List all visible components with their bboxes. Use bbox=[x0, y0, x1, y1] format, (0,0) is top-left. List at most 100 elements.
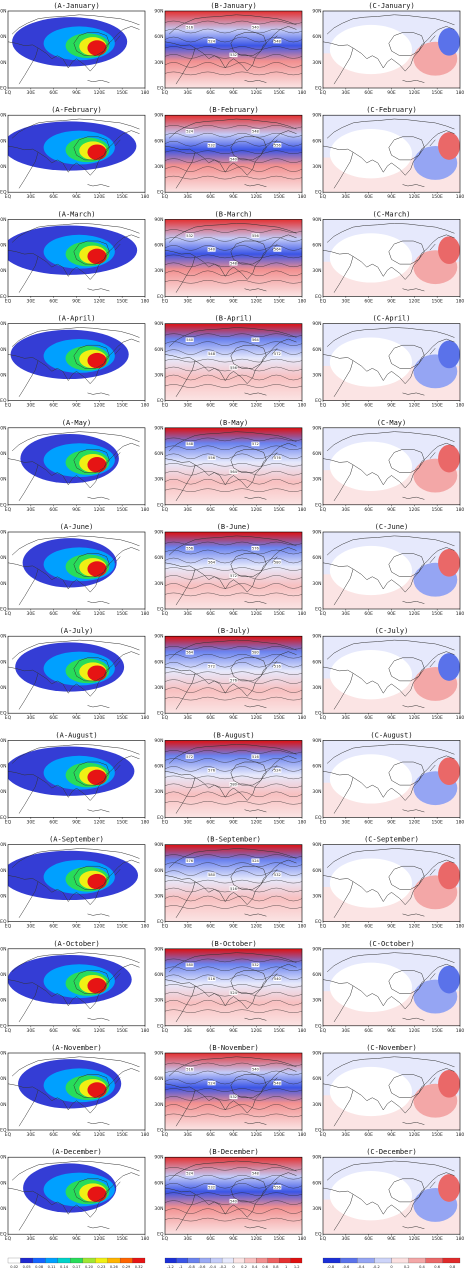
x-tick-label: 90E bbox=[72, 403, 81, 409]
height-contour bbox=[165, 280, 302, 284]
contour-label: 564 bbox=[252, 338, 260, 342]
country-border bbox=[230, 449, 267, 473]
panel-B-january: (B-January) 516 524 532 540 548 EQ 30E 60E 90E 120… bbox=[154, 2, 306, 96]
colorbar-label: -0.8 bbox=[188, 1265, 196, 1269]
y-tick-label: 60N bbox=[0, 1076, 7, 1082]
panel-title: (B-June) bbox=[217, 523, 251, 531]
height-contour bbox=[165, 1113, 302, 1118]
height-contour bbox=[165, 175, 302, 180]
panel-title: (B-October) bbox=[210, 940, 256, 948]
y-tick-label: EQ bbox=[0, 294, 7, 300]
panel-map bbox=[8, 1053, 145, 1130]
coastline bbox=[114, 973, 121, 980]
x-tick-label: 30E bbox=[27, 924, 36, 930]
x-tick-label: 180 bbox=[456, 1132, 464, 1138]
anomaly-patch bbox=[438, 965, 460, 994]
contour-label: 564 bbox=[274, 248, 282, 252]
x-tick-label: 120E bbox=[251, 403, 263, 409]
x-tick-label: 180 bbox=[298, 715, 307, 721]
height-contour bbox=[165, 479, 302, 485]
x-tick-label: 150E bbox=[431, 194, 443, 200]
x-tick-label: 120E bbox=[409, 90, 421, 96]
coastline bbox=[76, 1172, 140, 1218]
x-tick-label: 90E bbox=[229, 1236, 238, 1242]
contour-label-box bbox=[251, 754, 260, 759]
height-contour bbox=[165, 895, 302, 902]
x-tick-label: EQ bbox=[5, 715, 12, 721]
x-tick-label: 30E bbox=[184, 507, 193, 513]
plume-max bbox=[87, 248, 107, 265]
anomaly-patch bbox=[438, 1069, 460, 1098]
y-tick-label: 30N bbox=[154, 60, 163, 66]
x-tick-label: 60E bbox=[206, 194, 215, 200]
x-tick-label: 120E bbox=[94, 1236, 106, 1242]
y-tick-label: 90N bbox=[312, 634, 321, 640]
x-tick-label: 90E bbox=[387, 90, 396, 96]
coastline bbox=[352, 985, 392, 1007]
x-tick-label: 60E bbox=[49, 1028, 58, 1034]
height-contour bbox=[165, 62, 302, 68]
x-tick-label: 60E bbox=[49, 194, 58, 200]
y-tick-label: EQ bbox=[157, 919, 164, 925]
colorbar-label: 0.08 bbox=[35, 1265, 44, 1269]
coastline bbox=[168, 327, 297, 347]
contour-label: 540 bbox=[230, 157, 238, 161]
y-tick-label: 60N bbox=[0, 764, 7, 770]
panel-C-july: (C-July) EQ 30E 60E 90E 120E 150E 180 90N 60N 30N E… bbox=[312, 627, 464, 721]
x-tick-label: 180 bbox=[141, 90, 150, 96]
coastline bbox=[37, 256, 77, 277]
plume-max bbox=[87, 352, 107, 369]
y-tick-label: 30N bbox=[312, 268, 321, 274]
x-tick-label: 120E bbox=[251, 924, 263, 930]
anomaly-patch bbox=[438, 1174, 460, 1202]
x-tick-label: 60E bbox=[49, 1132, 58, 1138]
panel-title: (A-February) bbox=[51, 106, 102, 114]
contour-label: 580 bbox=[252, 651, 260, 655]
x-tick-label: 180 bbox=[456, 194, 464, 200]
coastline bbox=[194, 985, 234, 1007]
y-tick-label: EQ bbox=[0, 86, 7, 92]
contour-label-box bbox=[207, 872, 216, 877]
y-tick-label: 90N bbox=[0, 321, 7, 327]
colorbar-label: -0.8 bbox=[327, 1265, 335, 1269]
y-tick-label: EQ bbox=[157, 190, 164, 196]
contour-label: 548 bbox=[274, 39, 282, 43]
contour-label-box bbox=[251, 962, 260, 968]
x-tick-label: 150E bbox=[431, 1236, 443, 1242]
x-tick-label: 30E bbox=[184, 298, 193, 304]
panel-map: 556 564 572 576 580 bbox=[165, 532, 302, 609]
height-contour bbox=[165, 254, 302, 259]
height-contour bbox=[165, 583, 302, 589]
y-tick-label: 90N bbox=[312, 738, 321, 744]
x-tick-label: 150E bbox=[431, 507, 443, 513]
y-tick-label: 30N bbox=[0, 1206, 7, 1212]
colorbar-label: 0.05 bbox=[23, 1265, 31, 1269]
colorbar-swatch bbox=[176, 1257, 188, 1264]
x-tick-label: 60E bbox=[49, 403, 58, 409]
y-tick-label: 30N bbox=[0, 268, 7, 274]
coastline bbox=[233, 234, 297, 280]
x-tick-label: 150E bbox=[116, 611, 128, 617]
contour-label: 532 bbox=[208, 1186, 215, 1190]
panel-map bbox=[323, 427, 460, 505]
panel-map: 524 532 540 548 556 bbox=[165, 115, 302, 193]
panel-title: (C-June) bbox=[375, 523, 409, 531]
panel-title: (B-February) bbox=[208, 106, 259, 114]
x-tick-label: 120E bbox=[251, 194, 263, 200]
x-tick-label: 180 bbox=[298, 819, 307, 825]
y-tick-label: 60N bbox=[154, 972, 163, 978]
x-tick-label: 150E bbox=[431, 1132, 443, 1138]
height-contour bbox=[165, 437, 302, 442]
y-tick-label: 60N bbox=[0, 868, 7, 874]
contour-label-box bbox=[207, 1185, 216, 1190]
coastline bbox=[429, 556, 436, 563]
x-tick-label: 180 bbox=[456, 1028, 464, 1034]
land-mask bbox=[329, 545, 413, 596]
contour-label: 556 bbox=[274, 144, 282, 148]
coastline bbox=[233, 130, 297, 176]
panel-map bbox=[8, 115, 145, 193]
x-tick-label: 180 bbox=[141, 298, 150, 304]
land-mask bbox=[329, 337, 413, 387]
panel-title: (A-November) bbox=[51, 1044, 102, 1052]
panel-B-june: (B-June) 556 564 572 576 580 EQ 30E 60E 90E 120E 15… bbox=[154, 523, 306, 617]
